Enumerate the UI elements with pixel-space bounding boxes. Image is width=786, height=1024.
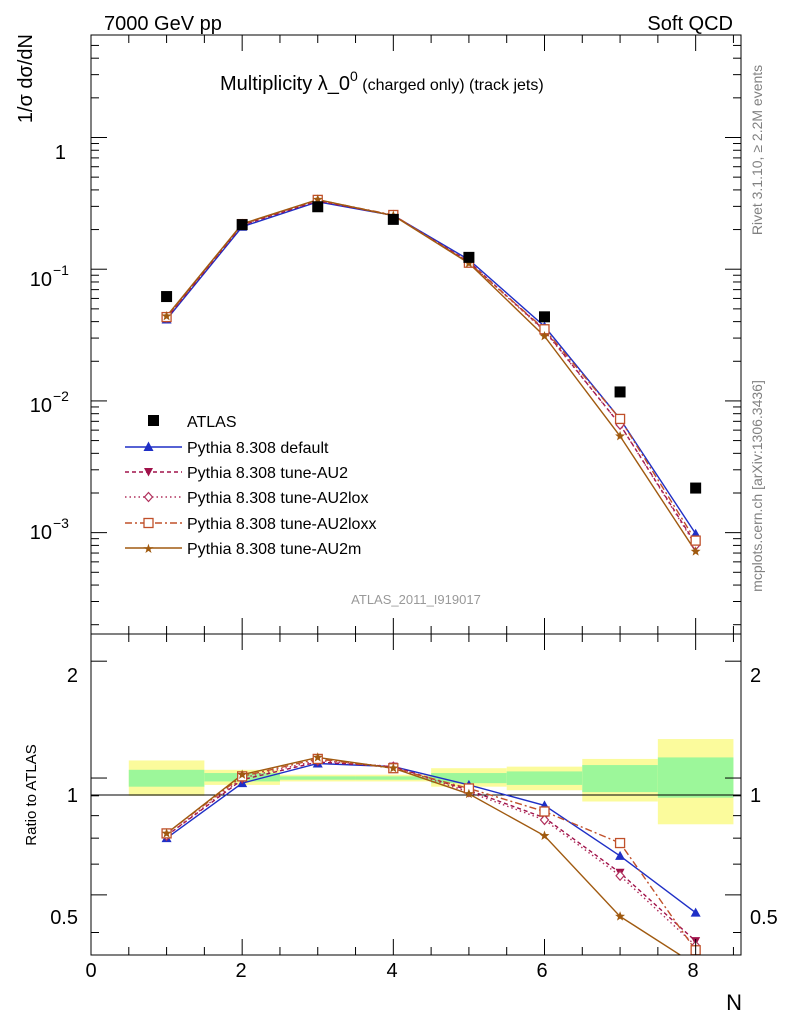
main-panel: 1/σ dσ/dN Multiplicity λ_00 (charged onl… bbox=[15, 34, 742, 635]
main-point-au2loxx bbox=[690, 535, 701, 546]
header-energy-label: 7000 GeV pp bbox=[104, 13, 222, 35]
legend-marker-au2lox bbox=[143, 491, 154, 503]
legend-label-au2lox: Pythia 8.308 tune-AU2lox bbox=[187, 490, 368, 507]
analysis-id-label: ATLAS_2011_I919017 bbox=[351, 592, 481, 607]
ratio-line-default bbox=[166, 762, 697, 914]
main-point-au2m bbox=[690, 546, 701, 556]
ratio-band-inner bbox=[657, 757, 734, 798]
main-axis-ticks bbox=[90, 34, 741, 634]
mcplots-reference-label: mcplots.cern.ch [arXiv:1306.3436] bbox=[749, 380, 765, 592]
main-point-au2m bbox=[312, 194, 323, 204]
main-point-au2m bbox=[615, 430, 626, 441]
ratio-axis-ticks bbox=[90, 634, 741, 955]
main-point-atlas bbox=[690, 482, 702, 494]
ratio-point-au2lox bbox=[615, 870, 625, 882]
main-point-atlas bbox=[312, 201, 324, 213]
xtick-label-4: 4 bbox=[386, 960, 397, 982]
rivet-version-label: Rivet 3.1.10, ≥ 2.2M events bbox=[749, 65, 765, 235]
legend-label-au2: Pythia 8.308 tune-AU2 bbox=[187, 465, 348, 482]
main-ytick-label-10-base-c: 10 bbox=[30, 522, 52, 544]
main-ytick-label-10-base-a: 10 bbox=[30, 269, 52, 291]
ratio-point-au2m bbox=[312, 752, 323, 762]
ratio-ytick-label-1-left: 1 bbox=[67, 785, 78, 807]
main-point-atlas bbox=[538, 311, 550, 323]
main-series-group bbox=[161, 194, 702, 556]
ratio-band-inner bbox=[128, 769, 205, 787]
main-ytick-label-exp-3: −3 bbox=[53, 515, 69, 531]
legend-marker-default bbox=[143, 441, 154, 451]
ratio-band-inner bbox=[431, 773, 507, 784]
ratio-ytick-label-0.5-right: 0.5 bbox=[750, 907, 778, 929]
ratio-point-au2loxx bbox=[614, 837, 626, 849]
ratio-point-default bbox=[690, 907, 701, 917]
ratio-band-inner bbox=[355, 776, 432, 780]
ratio-point-au2m bbox=[161, 828, 172, 838]
ratio-point-au2m bbox=[388, 763, 399, 773]
main-ytick-label-exp-2: −2 bbox=[53, 388, 69, 404]
ratio-point-default bbox=[615, 850, 626, 860]
legend-marker-au2m: ★ bbox=[143, 542, 155, 557]
ratio-band-inner bbox=[582, 765, 658, 793]
ratio-ytick-label-2-right: 2 bbox=[750, 665, 761, 687]
ratio-line-au2loxx bbox=[166, 758, 697, 951]
legend: ATLAS Pythia 8.308 default Pythia 8.308 … bbox=[125, 414, 376, 558]
ratio-point-au2m bbox=[539, 830, 550, 840]
main-ytick-label-exp-1: −1 bbox=[53, 262, 69, 278]
main-ytick-label-10-base-b: 10 bbox=[30, 395, 52, 417]
ratio-y-axis-label: Ratio to ATLAS bbox=[23, 744, 40, 845]
ratio-panel: Ratio to ATLAS 2 1 0.5 2 1 0.5 0 2 4 6 8… bbox=[23, 633, 778, 1015]
legend-label-au2loxx: Pythia 8.308 tune-AU2loxx bbox=[187, 516, 376, 533]
main-ytick-label-1: 1 bbox=[55, 142, 66, 164]
main-point-atlas bbox=[614, 386, 626, 398]
main-point-atlas bbox=[387, 213, 399, 225]
ratio-band-inner bbox=[506, 771, 583, 785]
ratio-point-au2m bbox=[463, 788, 474, 799]
ratio-point-au2m bbox=[615, 911, 626, 921]
xtick-label-2: 2 bbox=[235, 960, 246, 982]
ratio-ytick-label-2-left: 2 bbox=[67, 665, 78, 687]
ratio-line-au2m bbox=[166, 756, 682, 955]
main-title-superscript: 0 bbox=[350, 68, 358, 84]
xtick-label-6: 6 bbox=[536, 960, 547, 982]
ratio-ytick-label-1-right: 1 bbox=[750, 785, 761, 807]
ratio-band-inner bbox=[279, 776, 356, 780]
ratio-point-au2loxx bbox=[539, 806, 550, 817]
main-title-suffix: (charged only) (track jets) bbox=[358, 77, 544, 94]
legend-label-au2m: Pythia 8.308 tune-AU2m bbox=[187, 541, 361, 558]
main-point-au2m bbox=[539, 331, 550, 341]
ratio-line-au2lox bbox=[166, 759, 697, 947]
ratio-point-au2lox bbox=[539, 814, 550, 826]
main-line-default bbox=[166, 201, 697, 535]
main-point-au2m bbox=[161, 310, 172, 321]
main-y-axis-label: 1/σ dσ/dN bbox=[15, 34, 37, 123]
main-point-atlas bbox=[161, 291, 173, 303]
main-line-au2m bbox=[166, 198, 697, 552]
main-point-au2loxx bbox=[614, 413, 626, 425]
main-point-atlas bbox=[463, 251, 475, 263]
legend-marker-au2 bbox=[144, 468, 153, 477]
ratio-frame bbox=[90, 633, 742, 956]
legend-label-default: Pythia 8.308 default bbox=[187, 440, 329, 457]
xtick-label-0: 0 bbox=[85, 960, 96, 982]
main-title-text: Multiplicity λ_0 bbox=[220, 73, 350, 95]
legend-marker-au2loxx bbox=[143, 517, 154, 529]
header-category-label: Soft QCD bbox=[647, 13, 733, 35]
main-title: Multiplicity λ_00 (charged only) (track … bbox=[220, 68, 544, 95]
ratio-point-au2m bbox=[237, 769, 248, 779]
legend-label-atlas: ATLAS bbox=[187, 414, 237, 431]
legend-marker-atlas bbox=[148, 415, 159, 426]
xtick-label-8: 8 bbox=[687, 960, 698, 982]
ratio-ytick-label-0.5-left: 0.5 bbox=[50, 907, 78, 929]
x-axis-label: N bbox=[726, 990, 742, 1015]
main-point-atlas bbox=[236, 219, 248, 231]
